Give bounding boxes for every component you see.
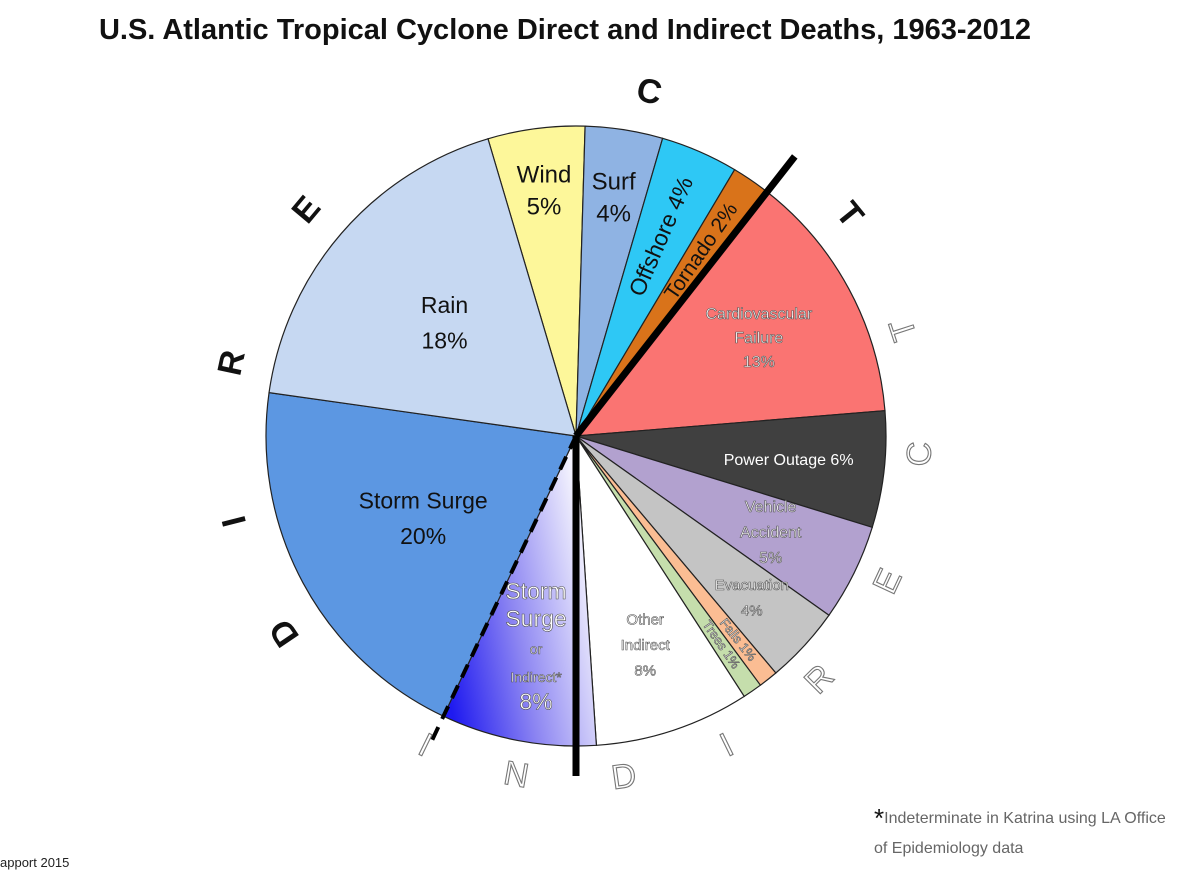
indirect-letter-0: I <box>413 726 438 764</box>
slice-label-other-indirect: Other Indirect 8% <box>621 612 671 680</box>
slice-power-outage <box>575 410 887 529</box>
slice-label-rain: Rain 18% <box>421 292 468 354</box>
slice-label-wind: Wind 5% <box>517 161 572 220</box>
footnote-star: * <box>874 803 885 833</box>
direct-letter-5: T <box>828 194 871 234</box>
footnote-text: Indeterminate in Katrina using LA Office… <box>874 810 1166 857</box>
direct-indirect-divider-upper <box>573 154 798 439</box>
slice-label-evacuation: Evacuation 4% <box>715 577 789 620</box>
divider-layer <box>428 154 798 776</box>
slice-rain <box>268 138 577 437</box>
slice-cardiovascular <box>574 191 886 437</box>
indirect-letter-3: I <box>714 726 739 764</box>
slices-layer <box>265 125 887 747</box>
direct-letter-3: E <box>284 189 328 231</box>
indirect-letter-7: T <box>882 314 925 346</box>
storm-surge-dashed-divider <box>428 435 578 745</box>
slice-storm-surge <box>265 391 577 718</box>
slice-label-cardiovascular: Cardiovascular Failure 13% <box>705 306 812 371</box>
slice-storm-surge-or-indirect <box>442 433 598 747</box>
direct-letter-0: D <box>262 612 307 654</box>
slice-label-surf: Surf 4% <box>592 168 636 227</box>
indirect-letter-1: N <box>501 754 532 796</box>
indirect-letter-6: C <box>900 441 939 468</box>
direct-letter-1: I <box>215 512 254 530</box>
indirect-letter-2: D <box>609 756 639 797</box>
direct-letter-4: C <box>633 71 665 113</box>
slice-label-storm-surge: Storm Surge 20% <box>359 488 488 550</box>
indirect-letter-4: R <box>797 657 841 701</box>
slice-label-vehicle-accident: Vehicle Accident 5% <box>740 499 802 567</box>
indirect-letter-5: E <box>866 563 910 600</box>
slice-label-storm-surge-or-indirect: Storm Surge or Indirect* 8% <box>505 578 566 714</box>
slice-other-indirect <box>575 433 746 746</box>
footnote: *Indeterminate in Katrina using LA Offic… <box>874 803 1174 864</box>
source-credit: apport 2015 <box>0 855 70 870</box>
slice-label-power-outage: Power Outage 6% <box>724 452 854 469</box>
direct-letter-2: R <box>211 347 253 379</box>
chart-title: U.S. Atlantic Tropical Cyclone Direct an… <box>98 14 1032 46</box>
